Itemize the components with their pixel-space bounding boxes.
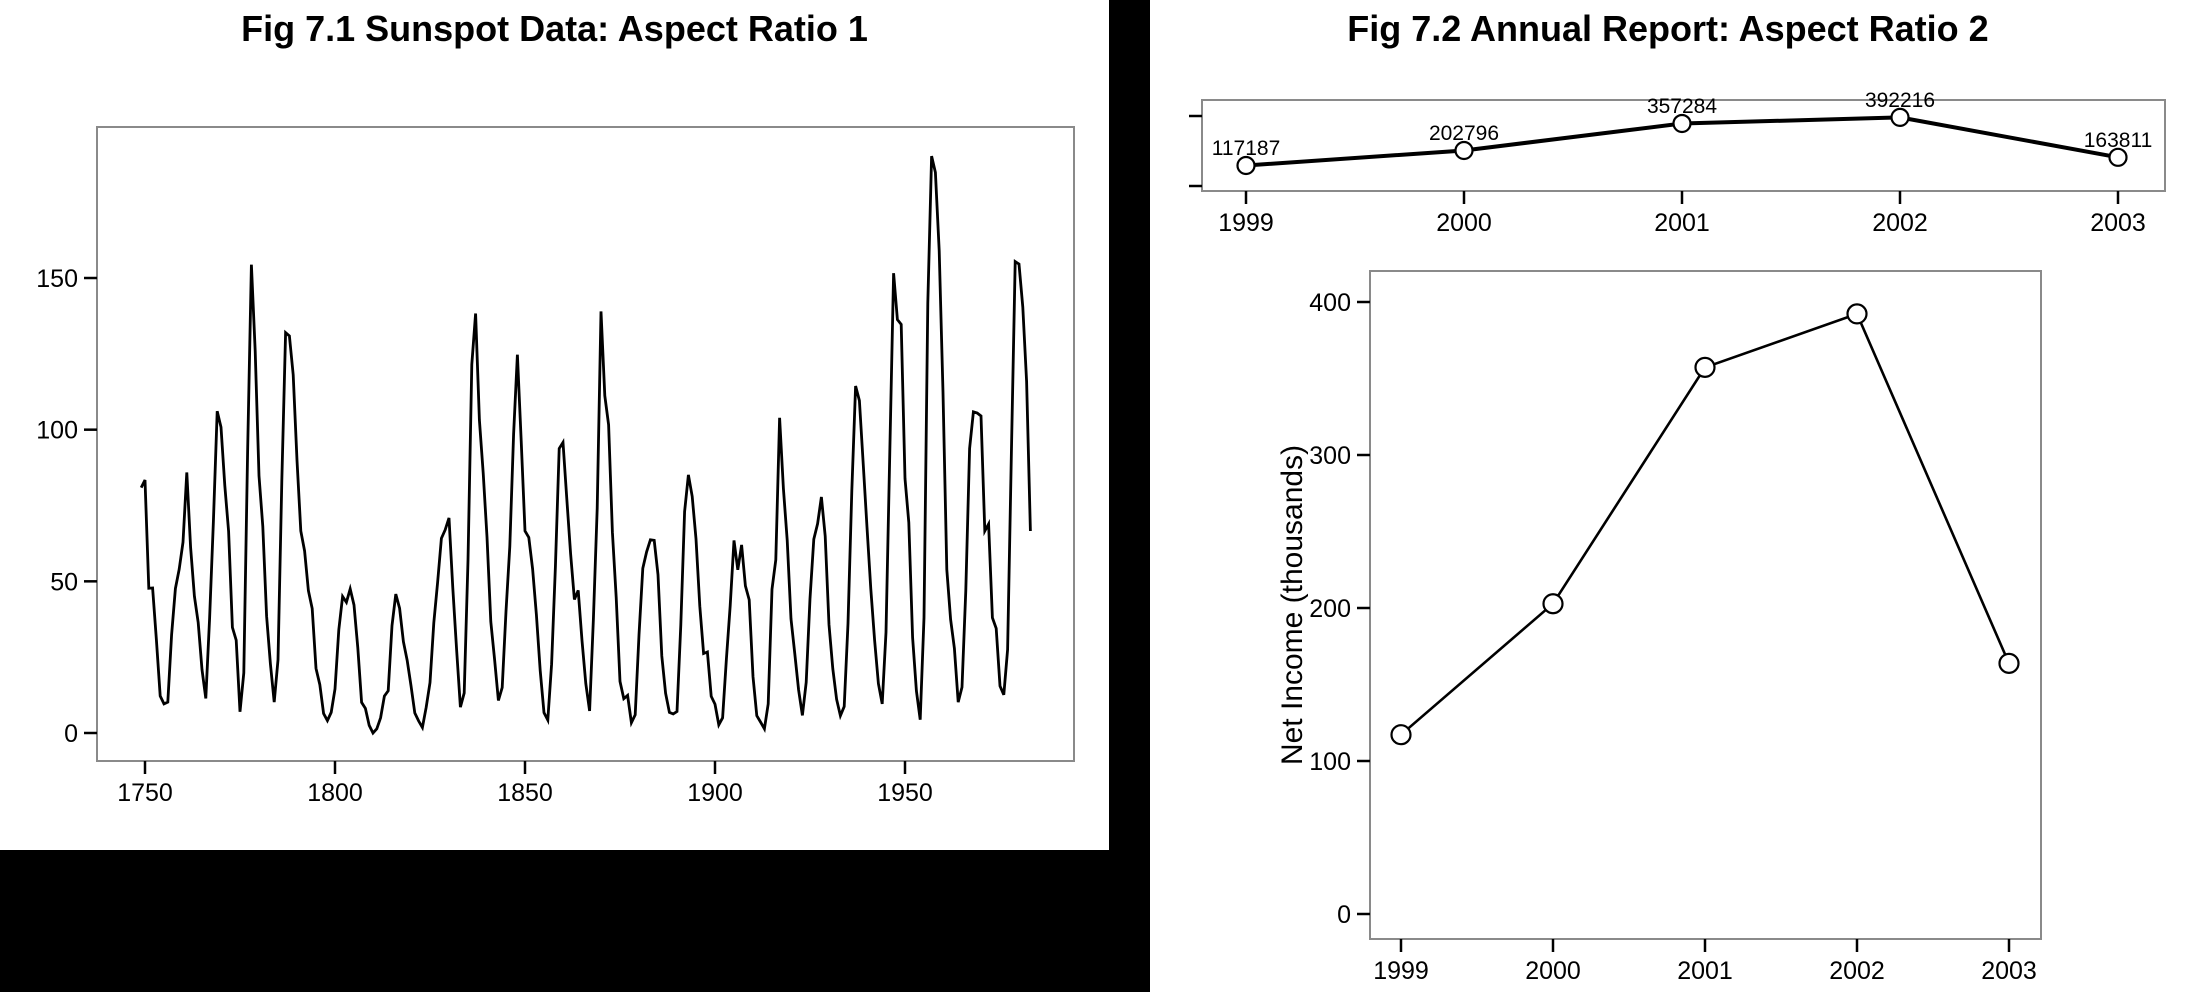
y-tick-label: 100 xyxy=(36,417,78,445)
data-point-marker xyxy=(1672,113,1692,134)
y-tick-label: 50 xyxy=(50,568,78,596)
x-tick-label: 2000 xyxy=(1525,957,1581,985)
data-point-marker xyxy=(1390,724,1412,746)
data-point-marker xyxy=(1846,303,1868,325)
data-point-marker xyxy=(2108,147,2128,167)
sunspot-figure-panel: Fig 7.1 Sunspot Data: Aspect Ratio 1 175… xyxy=(0,0,1109,850)
x-tick-label: 2003 xyxy=(1981,957,2037,985)
data-point-marker xyxy=(1236,155,1256,176)
plot-box xyxy=(96,126,1075,762)
y-tick-label: 200 xyxy=(1309,595,1351,623)
fig1-title: Fig 7.1 Sunspot Data: Aspect Ratio 1 xyxy=(241,8,868,49)
x-tick-label: 2001 xyxy=(1654,209,1710,237)
annual-report-figure-panel: Fig 7.2 Annual Report: Aspect Ratio 2 19… xyxy=(1150,0,2186,992)
data-point-marker xyxy=(1998,652,2020,674)
x-tick-label: 2000 xyxy=(1436,209,1492,237)
x-tick-label: 1999 xyxy=(1373,957,1429,985)
plot-box xyxy=(1201,99,2166,192)
x-tick-label: 1750 xyxy=(117,779,173,807)
x-tick-label: 1850 xyxy=(497,779,553,807)
data-point-marker xyxy=(1542,593,1564,615)
x-tick-label: 1950 xyxy=(877,779,933,807)
data-point-label: 117187 xyxy=(1212,137,1281,160)
x-tick-label: 2002 xyxy=(1829,957,1885,985)
data-point-marker xyxy=(1454,140,1474,161)
y-tick-label: 150 xyxy=(36,265,78,293)
sunspot-line-chart: 1750 1800 1850 1900 1950 0 50 100 150 xyxy=(36,126,1075,807)
x-tick-label: 2001 xyxy=(1677,957,1733,985)
y-tick-label: 400 xyxy=(1309,289,1351,317)
data-point-marker xyxy=(1890,107,1910,127)
y-tick-label: 0 xyxy=(64,720,78,748)
data-point-label: 357284 xyxy=(1647,95,1717,118)
x-tick-label: 2002 xyxy=(1872,209,1928,237)
y-tick-label: 0 xyxy=(1337,901,1351,929)
x-tick-label: 1999 xyxy=(1218,209,1274,237)
y-tick-label: 100 xyxy=(1309,748,1351,776)
y-tick-label: 300 xyxy=(1309,442,1351,470)
y-axis-title: Net Income (thousands) xyxy=(1276,445,1309,765)
data-point-marker xyxy=(1694,356,1716,378)
x-tick-label: 1800 xyxy=(307,779,363,807)
x-tick-label: 2003 xyxy=(2090,209,2146,237)
fig2-title: Fig 7.2 Annual Report: Aspect Ratio 2 xyxy=(1347,8,1989,49)
data-point-label: 163811 xyxy=(2084,129,2153,152)
data-point-label: 202796 xyxy=(1429,122,1499,145)
x-tick-label: 1900 xyxy=(687,779,743,807)
series-line xyxy=(139,155,1032,736)
data-point-label: 392216 xyxy=(1865,89,1935,112)
